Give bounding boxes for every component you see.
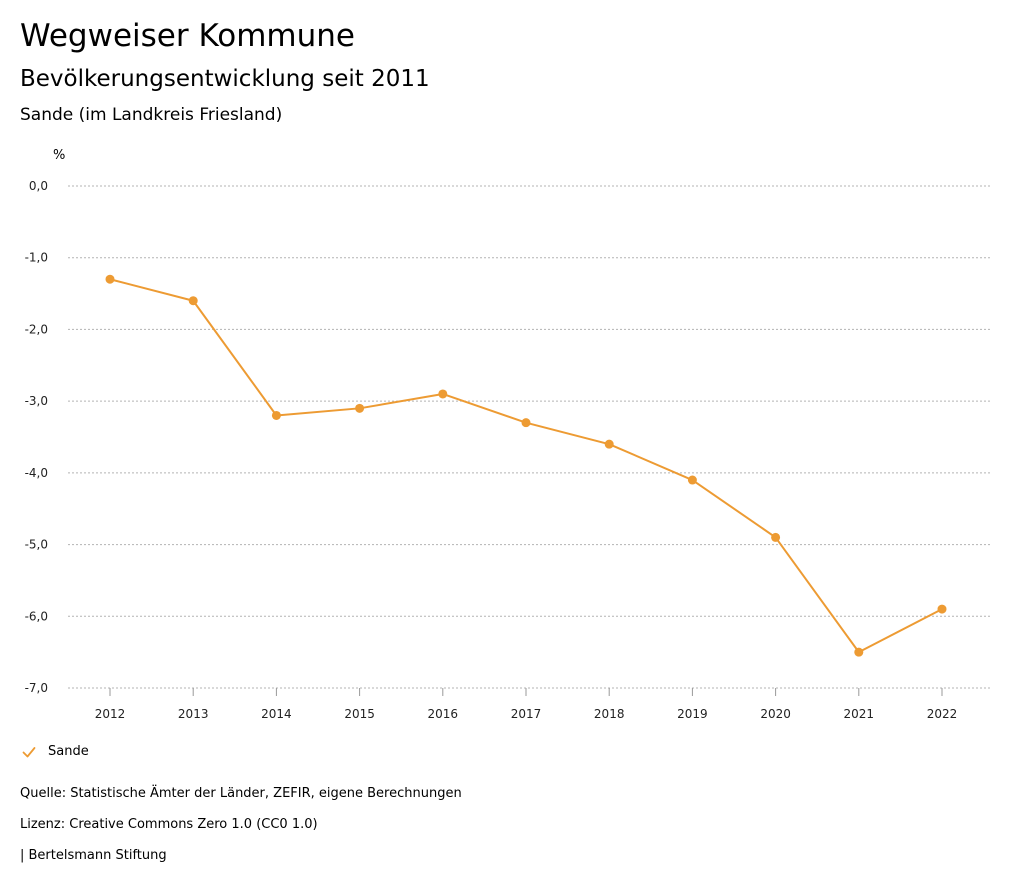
data-point (355, 403, 365, 413)
chart-region-subtitle: Sande (im Landkreis Friesland) (20, 105, 283, 125)
data-point (937, 604, 947, 614)
data-point (771, 532, 781, 542)
y-tick-label: -6,0 (25, 609, 48, 623)
data-point (188, 296, 198, 306)
brand-note: | Bertelsmann Stiftung (20, 848, 167, 863)
checkmark-icon (22, 746, 36, 757)
x-tick-label: 2020 (760, 707, 791, 721)
y-tick-label: -7,0 (25, 681, 48, 695)
data-point (105, 274, 115, 284)
y-tick-label: 0,0 (29, 179, 48, 193)
data-point (604, 439, 614, 449)
y-tick-label: -3,0 (25, 394, 48, 408)
legend-item-sande[interactable]: Sande (22, 744, 89, 759)
x-tick-label: 2015 (344, 707, 375, 721)
chart-title: Bevölkerungsentwicklung seit 2011 (20, 66, 430, 92)
data-point (438, 389, 448, 399)
x-tick-label: 2017 (511, 707, 542, 721)
x-tick-label: 2019 (677, 707, 708, 721)
x-axis: 2012 2013 2014 2015 2016 2017 2018 2019 2020 2021… (95, 688, 958, 721)
chart-brand-title: Wegweiser Kommune (20, 18, 355, 54)
x-tick-label: 2012 (95, 707, 126, 721)
data-point (687, 475, 697, 485)
y-tick-label: -4,0 (25, 466, 48, 480)
y-axis-unit-label: % (53, 148, 65, 163)
x-tick-label: 2022 (927, 707, 958, 721)
y-tick-label: -5,0 (25, 538, 48, 552)
x-tick-label: 2016 (428, 707, 459, 721)
x-tick-label: 2014 (261, 707, 292, 721)
data-point (854, 647, 864, 657)
license-note: Lizenz: Creative Commons Zero 1.0 (CC0 1… (20, 817, 318, 832)
x-tick-label: 2018 (594, 707, 625, 721)
legend-label: Sande (48, 744, 89, 759)
line-chart: %0,0-1,0-2,0-3,0-4,0-5,0-6,0-7,0 2012 201… (25, 148, 990, 721)
y-tick-label: -1,0 (25, 251, 48, 265)
data-point (271, 410, 281, 420)
x-tick-label: 2013 (178, 707, 209, 721)
series-line (109, 278, 943, 654)
x-tick-label: 2021 (844, 707, 875, 721)
series-sande (105, 274, 947, 657)
gridlines (68, 185, 990, 689)
data-point (521, 418, 531, 428)
y-axis: % 0,0 -1,0 -2,0 -3,0 -4,0 -5,0 -6,0 -7,0 (25, 148, 66, 695)
source-note: Quelle: Statistische Ämter der Länder, Z… (20, 786, 462, 801)
y-tick-label: -2,0 (25, 322, 48, 336)
